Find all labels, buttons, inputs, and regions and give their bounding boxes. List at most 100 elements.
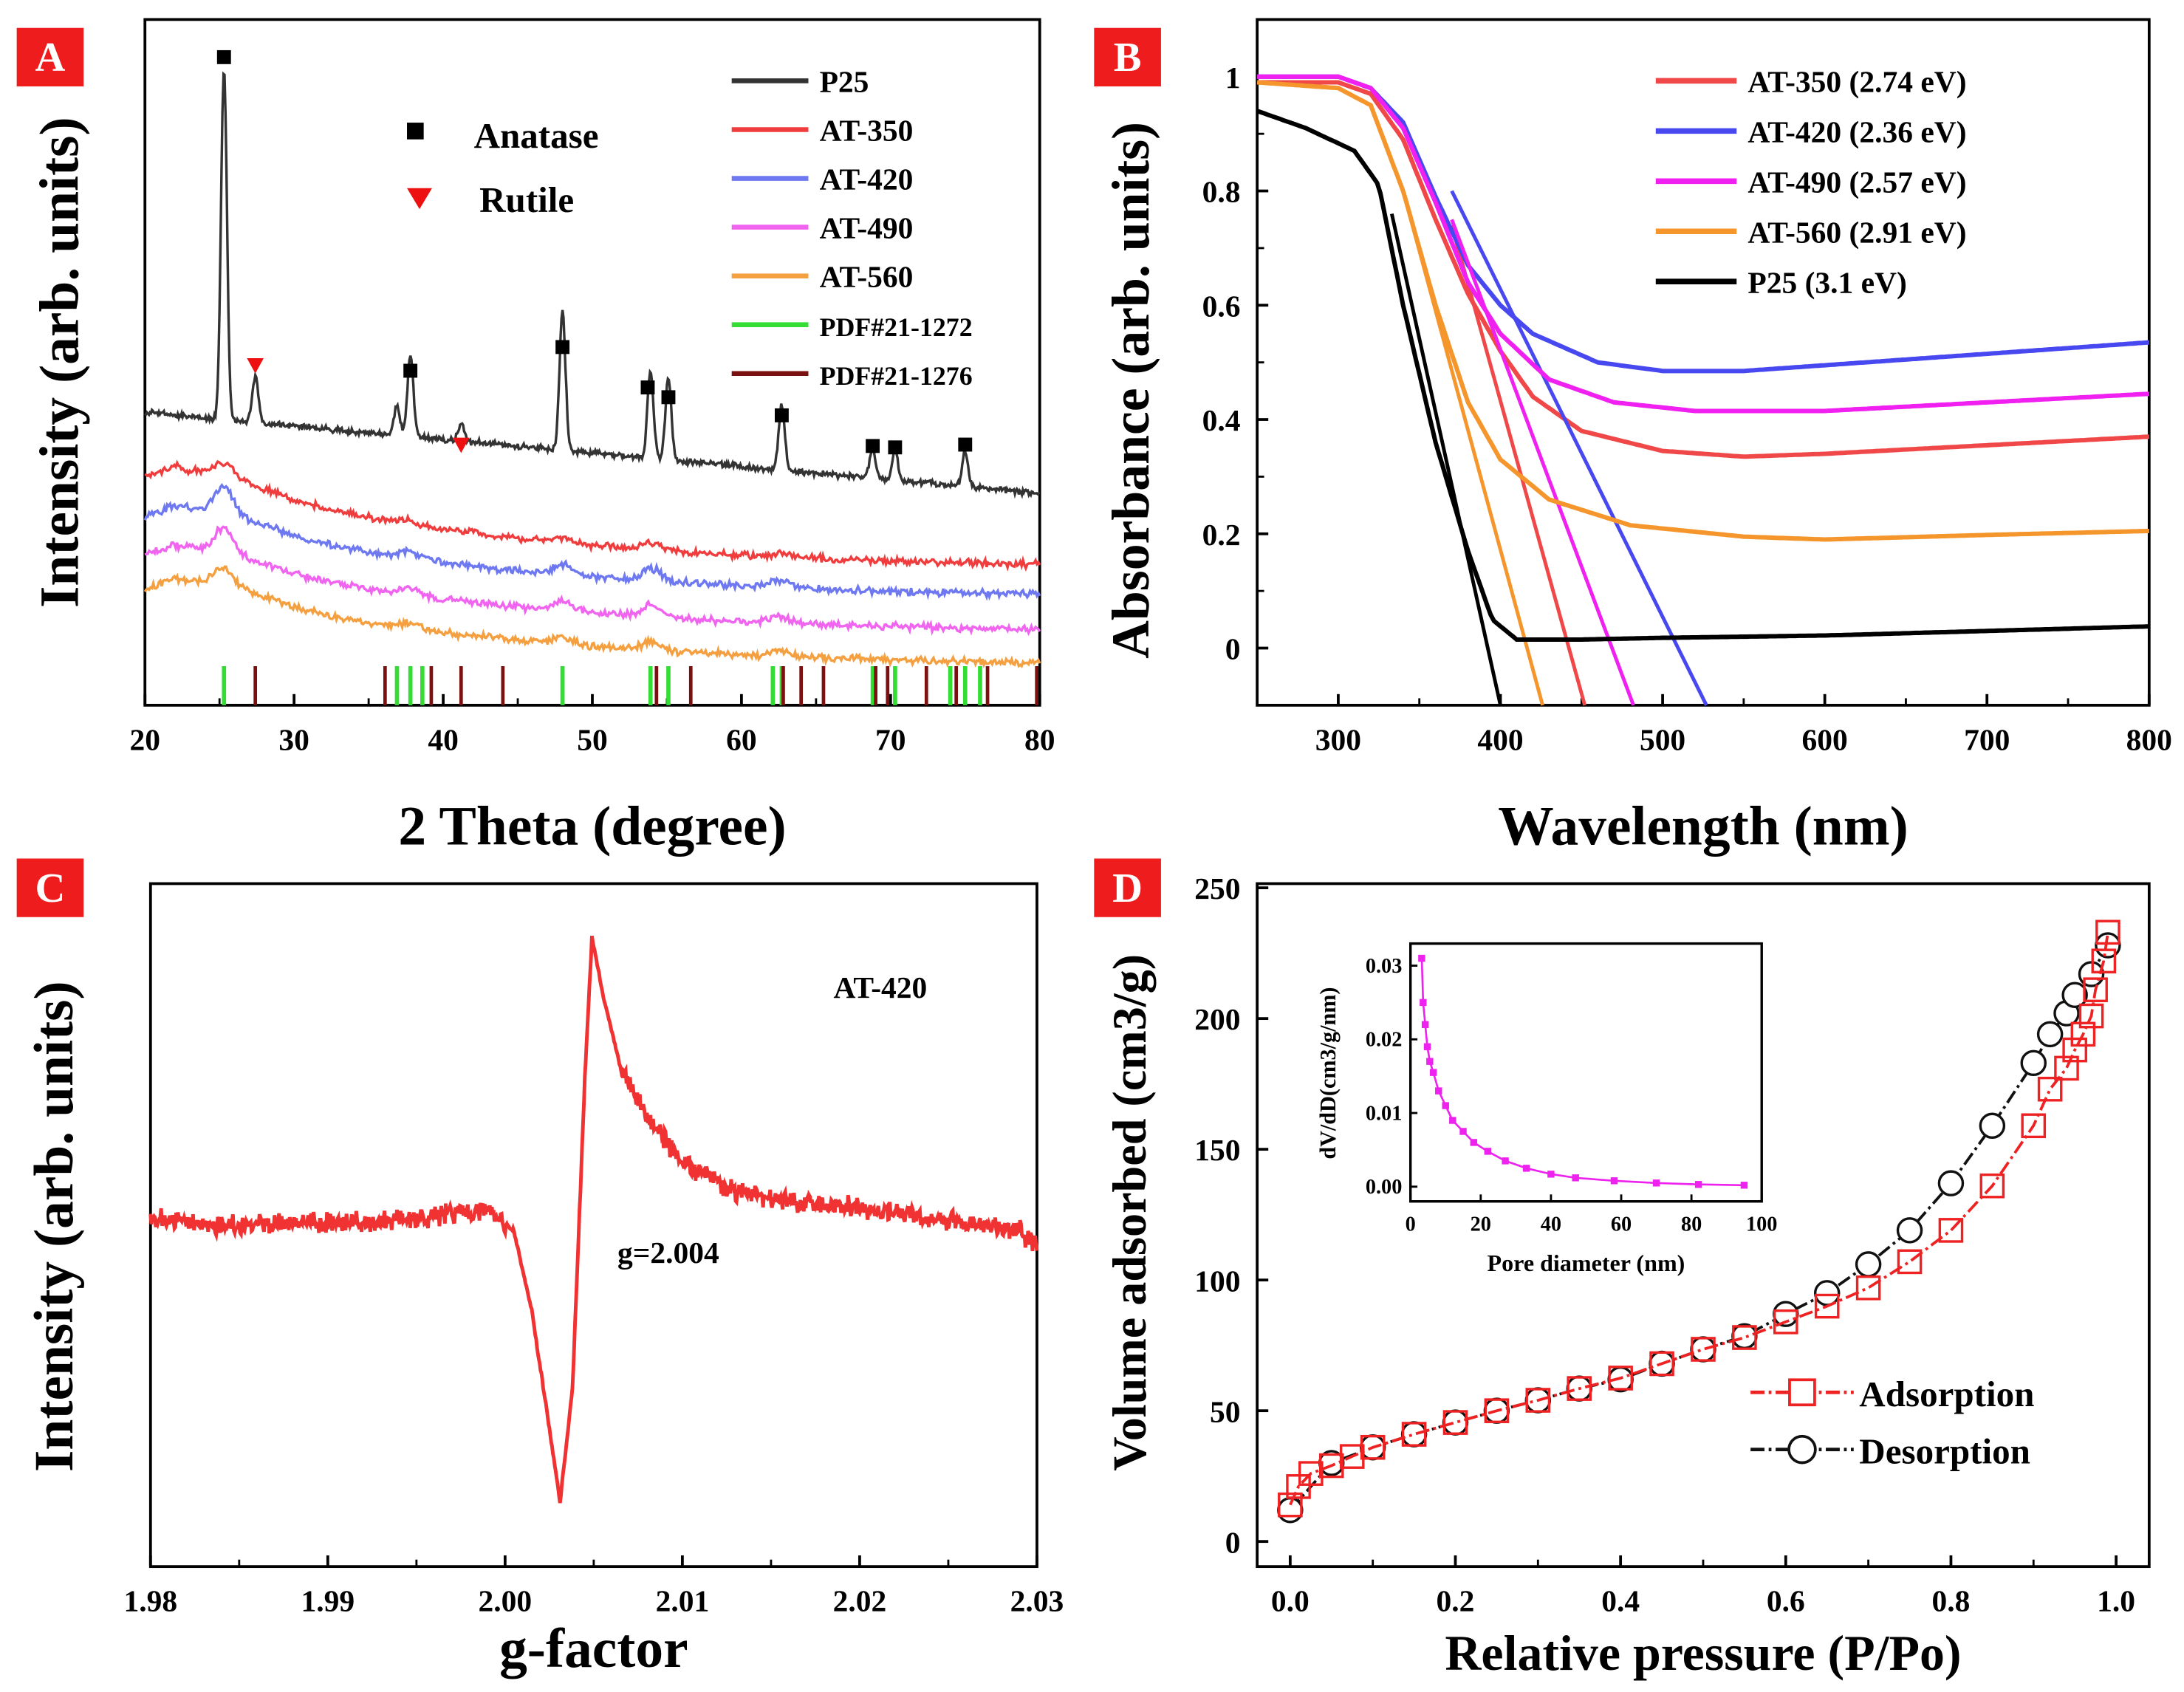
desorption-point bbox=[1400, 1421, 1428, 1448]
y-tick-label-d: 150 bbox=[1194, 1133, 1240, 1167]
y-tick-label-d: 100 bbox=[1194, 1264, 1240, 1298]
panel-b-absorbance: B 300 400 500 600 700 800 0 0.2 0.4 0.6 0.8 1 Wavelen… bbox=[1094, 18, 2172, 857]
legend-label: AT-490 (2.57 eV) bbox=[1747, 165, 1966, 199]
legend-label: AT-350 (2.74 eV) bbox=[1747, 65, 1966, 100]
legend-adsorption-symbol bbox=[1788, 1378, 1816, 1407]
adsorption-point bbox=[1897, 1249, 1923, 1275]
x-axis-title-a: 2 Theta (degree) bbox=[398, 796, 786, 857]
inset-point bbox=[1694, 1181, 1702, 1188]
panel-label-b: B bbox=[1114, 35, 1142, 81]
panel-d-isotherm: D0.0 0.2 0.4 0.6 0.8 1.0050100150200250Relati… bbox=[1094, 858, 2151, 1681]
panel-label-a: A bbox=[35, 35, 65, 81]
panel-a-xrd: A 20 30 40 50 60 70 80 2 Theta (degree) Intensity… bbox=[16, 18, 1055, 857]
desorption-point bbox=[1731, 1323, 1758, 1350]
adsorption-point bbox=[2078, 1003, 2104, 1029]
anatase-peak-marker bbox=[216, 49, 231, 64]
xrd-series-at-420 bbox=[143, 483, 1041, 601]
inset-y-tick-label: 0.01 bbox=[1366, 1102, 1403, 1125]
legend-label: AT-490 bbox=[820, 211, 914, 245]
desorption-point bbox=[1442, 1409, 1469, 1436]
rutile-peak-marker bbox=[247, 357, 264, 374]
absorbance-series-at-420-tangent bbox=[1450, 190, 1708, 706]
legend-rutile-label: Rutile bbox=[479, 179, 574, 220]
legend-label: P25 bbox=[820, 65, 869, 99]
absorbance-series-at-560-tangent bbox=[1401, 190, 1544, 706]
absorbance-series-at-560 bbox=[1256, 80, 2149, 542]
x-tick-label-d: 0.2 bbox=[1437, 1584, 1475, 1618]
panel-label-d: D bbox=[1112, 866, 1143, 911]
adsorption-point bbox=[1979, 1173, 2005, 1199]
legend-label: AT-560 (2.91 eV) bbox=[1747, 215, 1966, 250]
adsorption-point bbox=[2095, 919, 2120, 945]
legend-label: AT-350 bbox=[820, 114, 914, 148]
anatase-peak-marker bbox=[555, 340, 570, 355]
legend-label: AT-420 bbox=[820, 162, 914, 196]
xrd-series-p25 bbox=[144, 71, 1041, 499]
y-tick-label-b: 0.8 bbox=[1202, 175, 1241, 209]
adsorption-point bbox=[2070, 1021, 2096, 1047]
inset-point bbox=[1459, 1128, 1467, 1135]
y-tick-label-d: 200 bbox=[1194, 1002, 1240, 1036]
legend-label: P25 (3.1 eV) bbox=[1747, 265, 1907, 300]
desorption-point bbox=[2061, 982, 2088, 1009]
inset-point bbox=[1502, 1157, 1509, 1165]
epr-series-at-420 bbox=[148, 935, 1039, 1504]
desorption-point bbox=[2020, 1049, 2047, 1077]
adsorption-point bbox=[1525, 1388, 1551, 1413]
adsorption-point bbox=[1360, 1434, 1386, 1460]
y-tick-label-b: 0.2 bbox=[1202, 518, 1241, 552]
inset-x-tick-label: 0 bbox=[1406, 1213, 1416, 1236]
y-axis-title-d: Volume adsorbed (cm3/g) bbox=[1103, 954, 1156, 1471]
x-tick-label-a: 60 bbox=[726, 722, 756, 756]
x-tick-label-c: 1.98 bbox=[123, 1584, 177, 1618]
x-tick-label-c: 2.00 bbox=[479, 1584, 533, 1618]
adsorption-point bbox=[1608, 1366, 1633, 1391]
anatase-peak-marker bbox=[774, 408, 789, 422]
x-tick-label-a: 50 bbox=[577, 722, 607, 756]
inset-point bbox=[1418, 954, 1425, 962]
adsorption-point bbox=[2054, 1055, 2079, 1081]
anatase-peak-marker bbox=[866, 439, 880, 453]
x-tick-label-b: 600 bbox=[1802, 722, 1848, 756]
inset-y-tick-label: 0.03 bbox=[1366, 955, 1403, 978]
inset-frame bbox=[1408, 942, 1763, 1203]
anatase-peak-marker bbox=[661, 390, 676, 405]
anatase-peak-marker bbox=[888, 440, 903, 455]
absorbance-series-at-350 bbox=[1257, 80, 2149, 459]
y-axis-title-b: Absorbance (arb. units) bbox=[1101, 122, 1160, 659]
g-value-annotation: g=2.004 bbox=[617, 1236, 719, 1270]
y-tick-label-d: 50 bbox=[1210, 1394, 1240, 1428]
absorbance-series-at-490-tangent bbox=[1450, 219, 1635, 706]
adsorption-point bbox=[1401, 1422, 1427, 1447]
inset-x-tick-label: 60 bbox=[1611, 1213, 1632, 1236]
xrd-series-at-490 bbox=[144, 525, 1041, 637]
adsorption-point bbox=[1339, 1444, 1365, 1469]
inset-y-tick-label: 0.00 bbox=[1366, 1176, 1403, 1199]
x-axis-title-b: Wavelength (nm) bbox=[1498, 796, 1909, 857]
inset-x-tick-label: 80 bbox=[1681, 1213, 1702, 1236]
adsorption-point bbox=[1442, 1410, 1468, 1435]
desorption-point bbox=[1896, 1217, 1923, 1244]
inset-x-tick-label: 100 bbox=[1746, 1213, 1777, 1236]
adsorption-point bbox=[2037, 1076, 2063, 1102]
inset-x-tick-label: 20 bbox=[1471, 1213, 1491, 1236]
panel-c-epr: C 1.98 1.99 2.00 2.01 2.02 2.03 g-factor Intensi… bbox=[16, 858, 1064, 1679]
inset-y-axis-title: dV/dD(cm3/g/nm) bbox=[1315, 987, 1341, 1160]
x-tick-label-b: 700 bbox=[1964, 722, 2010, 756]
y-tick-label-d: 250 bbox=[1194, 871, 1240, 905]
inset-point bbox=[1426, 1058, 1434, 1065]
x-tick-label-a: 70 bbox=[875, 722, 906, 756]
xrd-series-at-350 bbox=[144, 459, 1041, 572]
y-tick-label-b: 1 bbox=[1225, 61, 1241, 95]
inset-x-tick-label: 40 bbox=[1541, 1213, 1561, 1236]
anatase-peak-marker bbox=[958, 437, 973, 452]
inset-point bbox=[1449, 1117, 1456, 1124]
adsorption-point bbox=[2062, 1037, 2087, 1063]
inset-point bbox=[1522, 1165, 1530, 1172]
y-tick-label-b: 0 bbox=[1225, 632, 1241, 666]
inset-point bbox=[1547, 1171, 1555, 1178]
x-axis-title-c: g-factor bbox=[499, 1618, 688, 1679]
inset-point bbox=[1610, 1177, 1618, 1185]
legend-label: Desorption bbox=[1859, 1431, 2030, 1472]
legend-desorption-symbol bbox=[1787, 1434, 1817, 1465]
